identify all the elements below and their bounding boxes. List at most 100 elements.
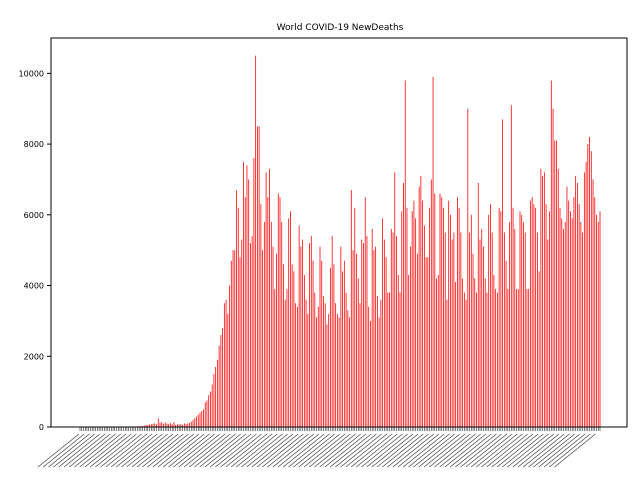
x-tick-label-illegible — [340, 433, 382, 468]
bar — [406, 207, 408, 427]
x-tick-label-illegible — [507, 433, 549, 468]
bar — [262, 250, 263, 427]
x-tick-label-illegible — [392, 433, 434, 468]
bar — [382, 218, 383, 427]
x-tick-label-illegible — [63, 433, 106, 468]
plot-frame — [50, 37, 628, 428]
x-tick-label-illegible — [121, 433, 163, 468]
bar — [373, 250, 375, 427]
x-tick-label-illegible — [152, 433, 194, 468]
bar — [401, 211, 403, 427]
x-tick-label-illegible — [403, 433, 445, 468]
bar — [206, 400, 208, 427]
bar — [444, 232, 446, 427]
x-tick-label-illegible — [549, 433, 591, 468]
bar — [397, 274, 399, 427]
bar — [437, 274, 439, 427]
bar — [143, 425, 145, 427]
x-tick-label-illegible — [142, 433, 184, 468]
bar — [142, 425, 143, 427]
bar — [347, 310, 349, 427]
x-tick-label-illegible — [199, 433, 241, 468]
bar — [577, 182, 578, 427]
bar — [443, 207, 444, 427]
x-tick-label-illegible — [397, 433, 440, 468]
x-tick-label-illegible — [95, 433, 137, 468]
x-tick-label-illegible — [517, 433, 560, 468]
bar — [159, 422, 161, 427]
bar — [458, 207, 460, 427]
bar — [571, 218, 573, 427]
y-tick-label: 10000 — [19, 69, 44, 78]
x-tick-label-illegible — [262, 433, 304, 468]
bar — [403, 182, 404, 427]
bar — [232, 250, 234, 427]
bar — [150, 424, 152, 427]
bar — [204, 402, 206, 427]
bar — [168, 423, 170, 427]
x-tick-label-illegible — [84, 433, 127, 468]
bar — [472, 253, 474, 427]
bar — [516, 289, 517, 427]
bar — [337, 313, 338, 427]
bar — [170, 423, 171, 427]
bar — [411, 211, 413, 427]
bar — [451, 239, 453, 427]
bar — [302, 239, 303, 427]
bar — [257, 126, 258, 427]
bar — [387, 292, 389, 427]
bar — [415, 218, 417, 427]
bar — [597, 221, 599, 427]
bar — [408, 274, 410, 427]
bar — [474, 278, 476, 427]
bar — [363, 243, 364, 427]
x-tick-label-illegible — [502, 433, 544, 468]
bar — [154, 423, 156, 427]
x-tick-label-illegible — [37, 433, 80, 468]
bar — [413, 200, 415, 427]
bar — [517, 289, 519, 427]
bar — [163, 423, 164, 427]
bar — [354, 207, 356, 427]
x-tick-label-illegible — [460, 433, 502, 468]
bar — [229, 285, 230, 427]
bar — [330, 267, 331, 427]
bar — [319, 246, 321, 427]
x-tick-label-illegible — [486, 433, 528, 468]
x-tick-label-illegible — [251, 433, 294, 468]
bar — [234, 250, 236, 427]
y-tick-label: 8000 — [24, 140, 44, 149]
bar — [469, 232, 470, 427]
x-tick-label-illegible — [293, 433, 335, 468]
bar — [561, 218, 563, 427]
bar — [590, 151, 592, 427]
bar — [356, 253, 357, 427]
bar — [246, 165, 248, 427]
bar — [488, 214, 490, 427]
x-tick-label-illegible — [350, 433, 393, 468]
bar — [192, 419, 194, 427]
x-tick-label-illegible — [131, 433, 174, 468]
bar — [542, 175, 543, 427]
x-tick-label-illegible — [470, 433, 513, 468]
bar — [425, 257, 427, 427]
x-tick-label-illegible — [324, 433, 367, 468]
bar — [573, 197, 575, 427]
y-tick-label: 6000 — [24, 211, 44, 220]
bar — [378, 317, 380, 427]
bar — [470, 214, 472, 427]
bar — [352, 250, 354, 427]
bar — [486, 292, 488, 427]
bar — [417, 253, 418, 427]
bar — [554, 140, 556, 428]
bar — [283, 264, 284, 427]
bar — [161, 422, 163, 427]
bar — [298, 225, 300, 427]
x-tick-label-illegible — [366, 433, 408, 468]
bar — [326, 324, 328, 427]
x-tick-label-illegible — [455, 433, 497, 468]
bar — [545, 204, 547, 427]
bar — [392, 232, 394, 427]
bar — [267, 197, 269, 427]
bar — [145, 425, 147, 427]
